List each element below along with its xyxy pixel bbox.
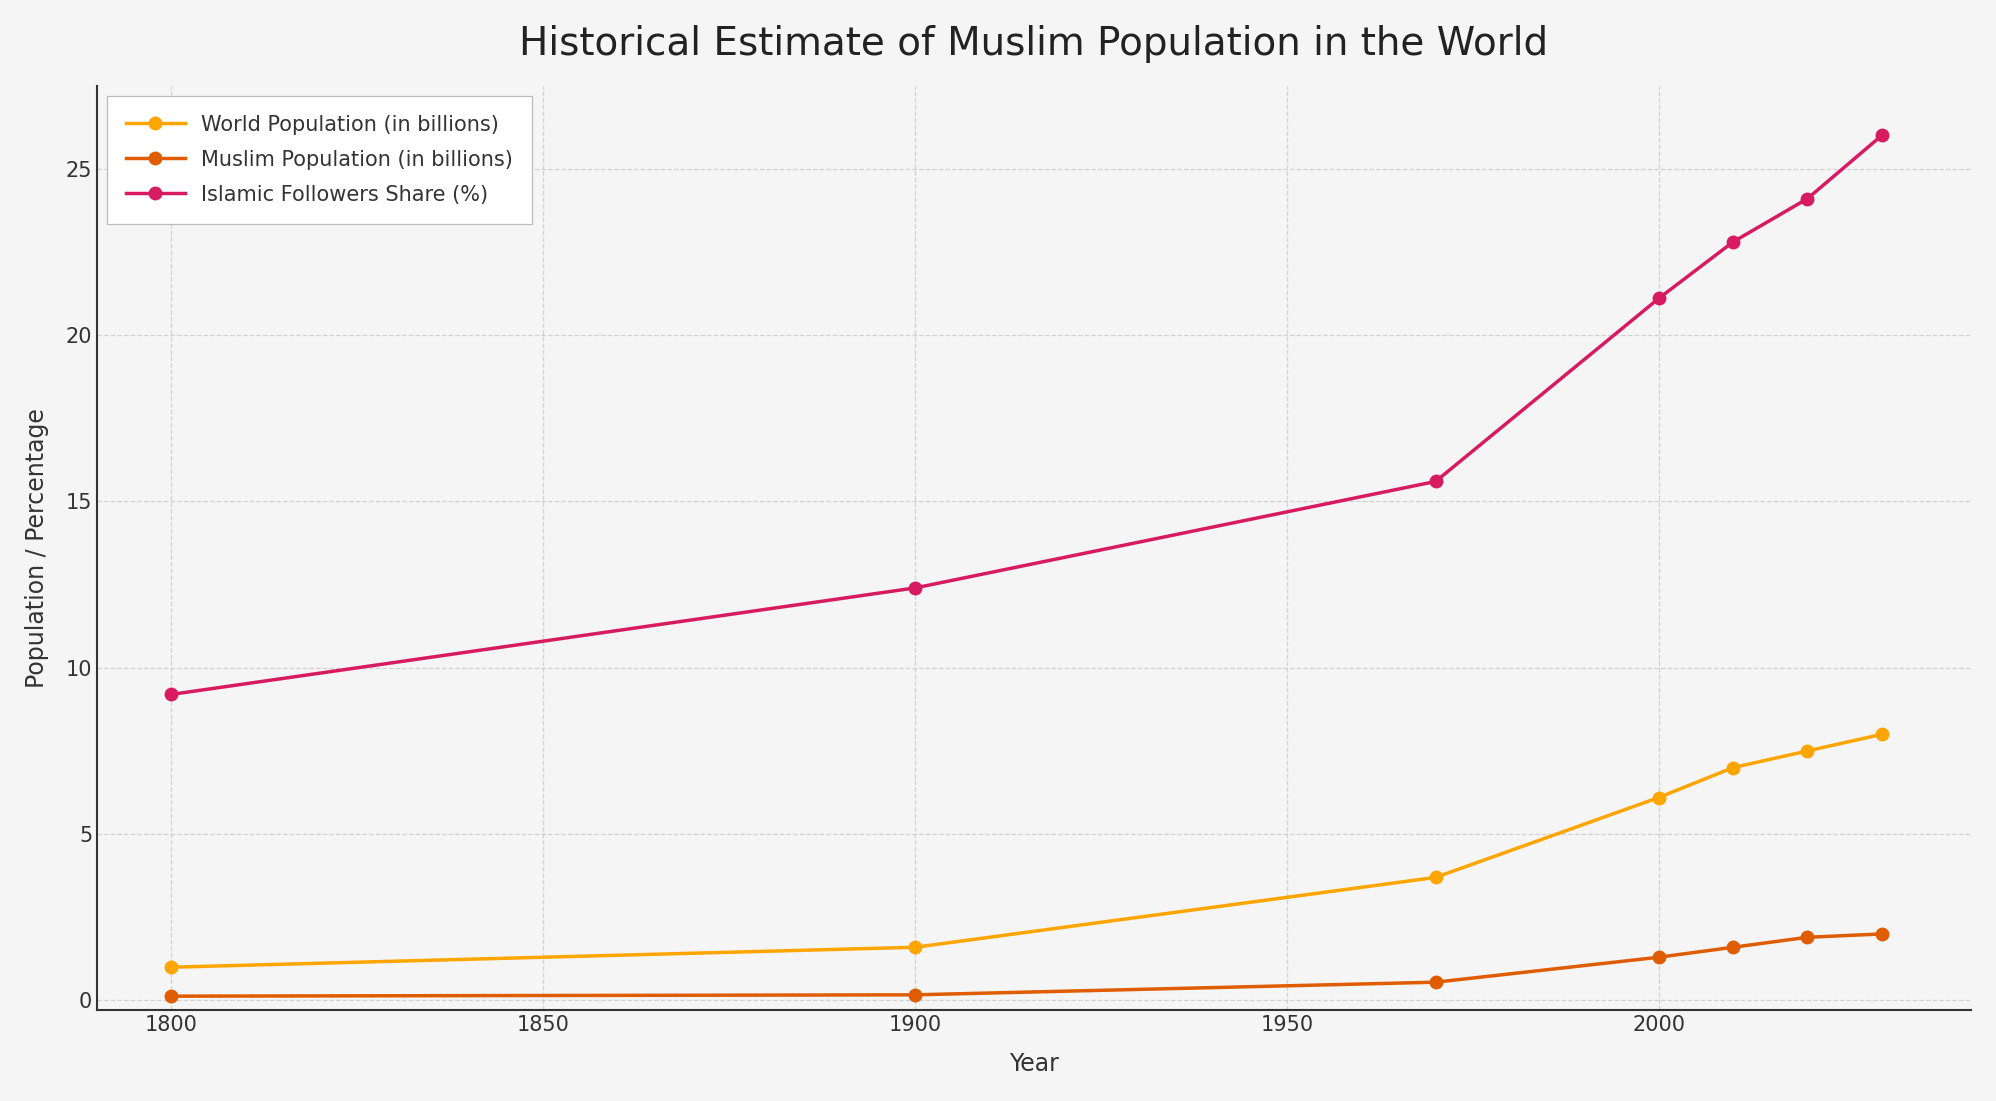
Legend: World Population (in billions), Muslim Population (in billions), Islamic Followe: World Population (in billions), Muslim P…	[108, 96, 531, 224]
Islamic Followers Share (%)	[1870, 129, 1894, 142]
Islamic Followers Share (%)	[1796, 192, 1820, 205]
Muslim Population (in billions)	[902, 989, 926, 1002]
Muslim Population (in billions)	[1423, 975, 1447, 989]
Muslim Population (in billions)	[1870, 927, 1894, 940]
Line: World Population (in billions): World Population (in billions)	[164, 728, 1888, 974]
World Population (in billions)	[1647, 791, 1671, 804]
Muslim Population (in billions)	[1721, 940, 1745, 953]
World Population (in billions)	[1423, 871, 1447, 884]
Islamic Followers Share (%)	[1647, 292, 1671, 305]
World Population (in billions)	[902, 940, 926, 953]
Line: Muslim Population (in billions): Muslim Population (in billions)	[164, 927, 1888, 1003]
Title: Historical Estimate of Muslim Population in the World: Historical Estimate of Muslim Population…	[519, 25, 1549, 63]
Islamic Followers Share (%)	[1721, 236, 1745, 249]
World Population (in billions)	[1721, 761, 1745, 774]
Muslim Population (in billions)	[1647, 950, 1671, 963]
World Population (in billions)	[160, 960, 184, 973]
Islamic Followers Share (%)	[160, 688, 184, 701]
Islamic Followers Share (%)	[1423, 475, 1447, 488]
Muslim Population (in billions)	[1796, 930, 1820, 944]
Line: Islamic Followers Share (%): Islamic Followers Share (%)	[164, 129, 1888, 701]
Muslim Population (in billions)	[160, 990, 184, 1003]
X-axis label: Year: Year	[1010, 1051, 1060, 1076]
World Population (in billions)	[1870, 728, 1894, 741]
Y-axis label: Population / Percentage: Population / Percentage	[26, 408, 50, 688]
World Population (in billions)	[1796, 744, 1820, 757]
Islamic Followers Share (%)	[902, 581, 926, 595]
